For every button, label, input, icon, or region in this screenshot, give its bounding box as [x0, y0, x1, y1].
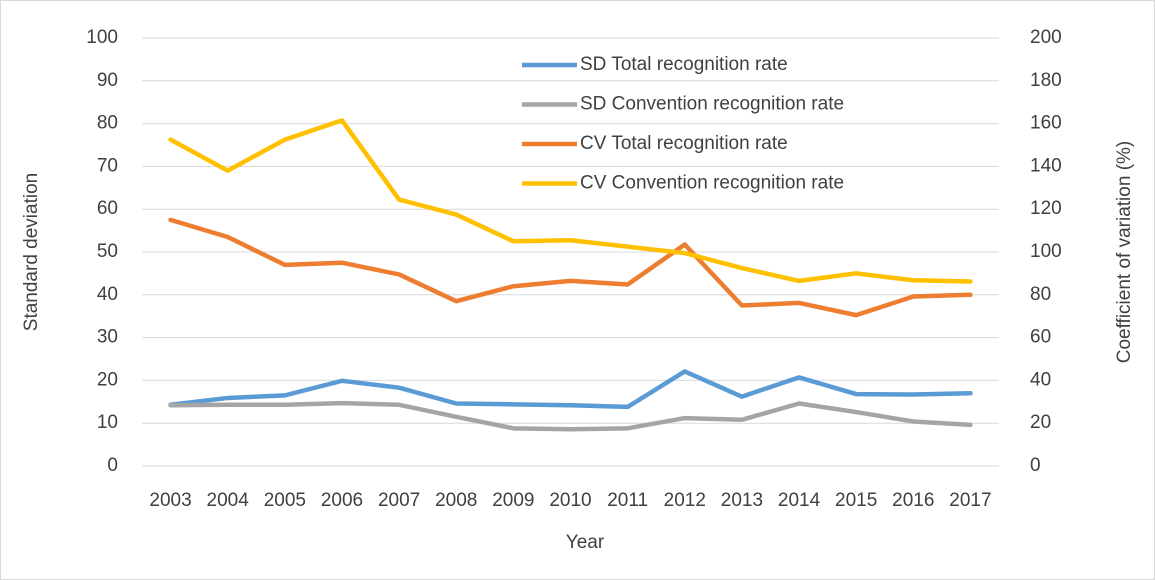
x-tick-label: 2004: [207, 490, 250, 511]
y-tick-label: 60: [97, 198, 118, 219]
x-tick-label: 2016: [892, 490, 934, 511]
x-tick-label: 2011: [607, 490, 648, 511]
x-tick-label: 2005: [264, 490, 306, 511]
y2-tick-label: 180: [1030, 70, 1062, 91]
series-line: [168, 369, 973, 410]
x-axis-title: Year: [566, 532, 605, 553]
y2-tick-label: 100: [1030, 241, 1062, 262]
x-tick-label: 2010: [549, 490, 591, 511]
y2-tick-label: 40: [1030, 369, 1051, 390]
y2-tick-label: 200: [1030, 27, 1062, 48]
x-tick-label: 2015: [835, 490, 877, 511]
y2-axis-title: Coefficient of variation (%): [1114, 141, 1135, 363]
y-tick-label: 10: [97, 412, 118, 433]
y-tick-label: 90: [97, 70, 118, 91]
x-tick-label: 2013: [721, 490, 763, 511]
y2-tick-label: 140: [1030, 155, 1062, 176]
y-tick-label: 70: [97, 155, 118, 176]
x-tick-label: 2009: [492, 490, 534, 511]
y2-tick-label: 120: [1030, 198, 1062, 219]
y-tick-label: 20: [97, 369, 118, 390]
y2-tick-label: 80: [1030, 284, 1051, 305]
series-line: [168, 118, 973, 284]
y-tick-label: 50: [97, 241, 118, 262]
y-axis-title: Standard deviation: [21, 173, 42, 331]
legend-label: CV Convention recognition rate: [580, 173, 844, 194]
y2-tick-label: 60: [1030, 327, 1051, 348]
x-tick-label: 2017: [949, 490, 991, 511]
legend-label: SD Convention recognition rate: [580, 94, 844, 115]
series-line: [168, 217, 973, 318]
y-tick-label: 30: [97, 327, 118, 348]
y-tick-label: 80: [97, 113, 118, 134]
y-tick-label: 0: [107, 455, 118, 476]
x-tick-label: 2003: [149, 490, 191, 511]
x-tick-label: 2012: [664, 490, 706, 511]
y-tick-label: 100: [86, 27, 118, 48]
y2-tick-label: 160: [1030, 113, 1062, 134]
series-line: [168, 400, 973, 432]
x-tick-label: 2008: [435, 490, 477, 511]
y-tick-label: 40: [97, 284, 118, 305]
y2-tick-label: 20: [1030, 412, 1051, 433]
y2-tick-label: 0: [1030, 455, 1041, 476]
legend-label: SD Total recognition rate: [580, 54, 788, 75]
legend-label: CV Total recognition rate: [580, 133, 788, 154]
x-tick-label: 2006: [321, 490, 363, 511]
x-tick-label: 2014: [778, 490, 821, 511]
x-tick-label: 2007: [378, 490, 420, 511]
